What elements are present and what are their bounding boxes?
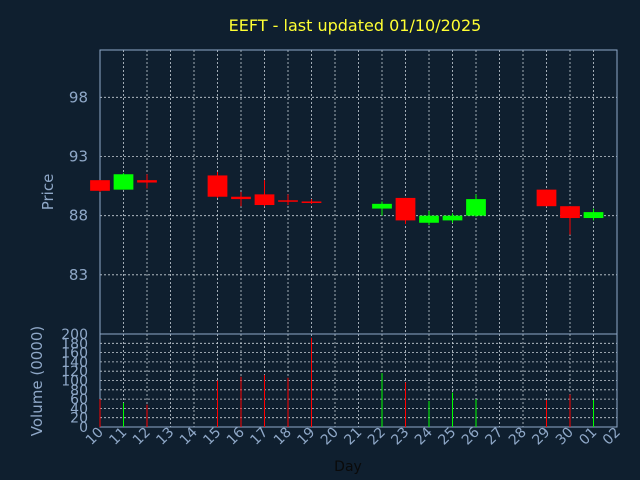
volume-tick-label: 60	[70, 392, 88, 408]
volume-tick-label: 140	[61, 355, 88, 371]
volume-tick-label: 20	[70, 411, 88, 427]
volume-tick-label: 80	[70, 383, 88, 399]
candle-body	[466, 199, 486, 216]
x-tick-label: 20	[318, 425, 342, 449]
candle-body	[207, 175, 228, 197]
x-tick-label: 02	[600, 425, 624, 449]
x-axis: 10 11 12 13 14 15 16 17 18 19 20 21 22 23 24 25 26 27 28 29…	[83, 424, 624, 448]
volume-frame	[99, 333, 618, 428]
price-tick-label: 98	[69, 88, 88, 106]
x-tick-label: 21	[341, 425, 365, 449]
candle-body	[254, 194, 275, 206]
x-tick-label: 15	[200, 425, 224, 449]
x-tick-label: 26	[459, 424, 483, 448]
candle-body	[395, 197, 416, 221]
chart-title: EEFT - last updated 01/10/2025	[229, 16, 482, 35]
x-tick-label: 18	[271, 425, 295, 449]
x-tick-label: 23	[388, 425, 412, 449]
x-tick-label: 25	[435, 425, 459, 449]
x-tick-label: 24	[412, 424, 436, 448]
candle-body	[90, 180, 110, 191]
candle-body	[372, 203, 392, 209]
volume-tick-label: 160	[61, 346, 88, 362]
volume-tick-label: 200	[61, 327, 88, 343]
candle-body	[442, 215, 463, 221]
candle-body	[113, 174, 134, 190]
x-tick-label: 30	[553, 425, 577, 449]
candle-body	[231, 196, 251, 200]
volume-tick-label: 180	[61, 336, 88, 352]
price-tick-label: 88	[69, 207, 88, 225]
x-tick-label: 22	[365, 425, 389, 449]
candle-body	[137, 180, 157, 183]
volume-axis-label: Volume (0000)	[28, 326, 46, 436]
x-tick-label: 12	[130, 425, 154, 449]
candle-body	[583, 212, 604, 219]
volume-tick-label: 0	[79, 420, 88, 436]
x-axis-label: Day	[334, 459, 362, 475]
x-tick-label: 14	[177, 424, 201, 448]
candle-body	[560, 206, 580, 219]
candle-body	[419, 215, 439, 223]
candle-body	[301, 201, 322, 203]
candle-body	[278, 200, 298, 202]
x-tick-label: 19	[294, 425, 318, 449]
price-tick-label: 83	[69, 266, 88, 284]
candle-body	[536, 189, 557, 207]
x-tick-label: 27	[482, 425, 506, 449]
price-tick-label: 93	[69, 148, 88, 166]
volume-tick-label: 40	[70, 401, 88, 417]
price-panel: 83 88 93 98	[69, 49, 618, 335]
x-tick-label: 17	[247, 425, 271, 449]
x-tick-label: 11	[106, 425, 130, 449]
x-tick-label: 13	[153, 425, 177, 449]
x-tick-label: 29	[529, 425, 553, 449]
x-tick-label: 16	[224, 424, 248, 448]
x-tick-label: 28	[506, 425, 530, 449]
price-axis-label: Price	[39, 174, 57, 211]
volume-tick-label: 100	[61, 374, 88, 390]
x-tick-label: 01	[576, 425, 600, 449]
volume-tick-label: 120	[61, 364, 88, 380]
